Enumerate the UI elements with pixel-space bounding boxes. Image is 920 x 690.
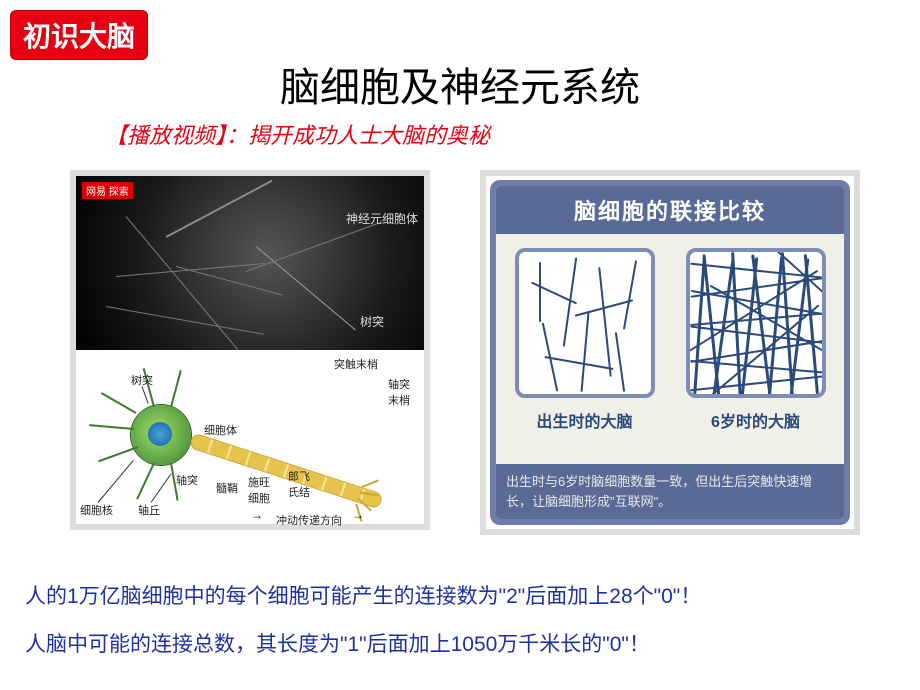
photo-watermark: 网易 探索	[82, 182, 133, 199]
label-myelin: 髓鞘	[216, 480, 238, 496]
fiber	[106, 306, 264, 335]
brain-six-caption: 6岁时的大脑	[711, 408, 800, 432]
fact-line-2: 人脑中可能的连接总数，其长度为"1"后面加上1050万千米长的"0"！	[25, 628, 650, 658]
brain-six-panel	[686, 248, 826, 398]
brain-six-box: 6岁时的大脑	[681, 248, 831, 432]
label-nucleus: 细胞核	[80, 502, 113, 518]
fiber	[166, 180, 273, 238]
section-badge: 初识大脑	[10, 10, 148, 60]
label-direction: 冲动传递方向	[276, 512, 342, 528]
fiber	[176, 266, 283, 295]
brain-birth-panel	[515, 248, 655, 398]
dendrite	[136, 463, 155, 500]
connection-header: 脑细胞的联接比较	[496, 186, 844, 234]
fact-line-1: 人的1万亿脑细胞中的每个细胞可能产生的连接数为"2"后面加上28个"0"！	[25, 580, 701, 610]
figures-row: 网易 探索 神经元细胞体 树突	[70, 170, 880, 535]
dendrite	[101, 392, 137, 414]
neuron-photo: 网易 探索 神经元细胞体 树突	[76, 176, 424, 350]
leader-line	[98, 460, 134, 503]
neuron-figure: 网易 探索 神经元细胞体 树突	[70, 170, 430, 530]
dendrite	[89, 424, 134, 430]
page-title: 脑细胞及神经元系统	[0, 55, 920, 113]
label-node: 郎飞氏结	[288, 468, 318, 500]
connection-figure: 脑细胞的联接比较	[480, 170, 860, 535]
neuron-axon	[189, 432, 384, 509]
photo-label-dendrite: 树突	[360, 313, 384, 330]
photo-label-cellbody: 神经元细胞体	[346, 210, 418, 227]
connection-footer: 出生时与6岁时脑细胞数量一致，但出生后突触快速增长，让脑细胞形成"互联网"。	[496, 464, 844, 519]
connection-body: 出生时的大脑	[496, 234, 844, 464]
label-synaptic-terminal: 突触末梢	[334, 356, 378, 372]
fiber	[256, 246, 356, 330]
fiber	[246, 223, 378, 272]
dendrite	[170, 370, 182, 407]
label-axon-terminal: 轴突末梢	[388, 376, 412, 408]
connection-card: 脑细胞的联接比较	[490, 180, 850, 525]
label-axon-hillock: 轴丘	[138, 502, 160, 518]
fiber	[126, 216, 242, 350]
brain-birth-caption: 出生时的大脑	[536, 408, 632, 432]
brain-birth-box: 出生时的大脑	[510, 248, 660, 432]
neuron-nucleus	[148, 422, 172, 446]
direction-arrow: →	[352, 508, 364, 522]
leader-line	[151, 474, 172, 503]
neuron-diagram: 树突 细胞体 细胞核 轴突 轴丘 髓鞘 施旺细胞 郎飞氏结 突触末梢 轴突末梢 …	[76, 350, 424, 524]
label-cellbody: 细胞体	[204, 422, 237, 438]
label-schwann: 施旺细胞	[248, 474, 278, 506]
fiber	[116, 263, 266, 277]
video-subtitle: 【播放视频】：揭开成功人士大脑的奥秘	[105, 118, 490, 150]
direction-arrow: →	[251, 508, 263, 522]
label-axon: 轴突	[176, 472, 198, 488]
